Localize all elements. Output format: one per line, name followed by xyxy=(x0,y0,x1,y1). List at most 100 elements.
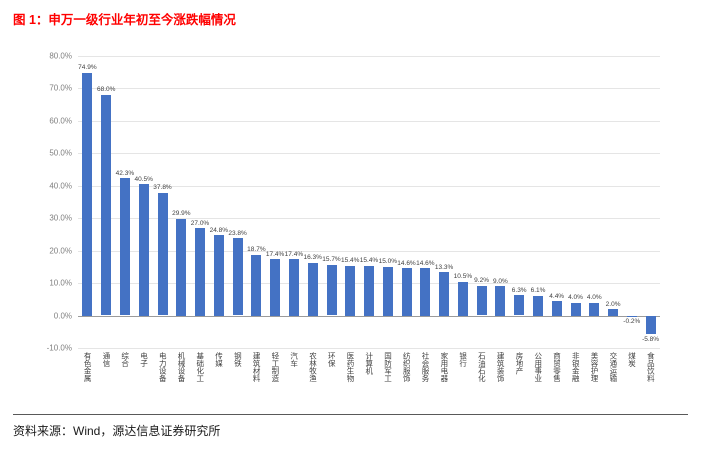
bar xyxy=(645,315,656,335)
y-axis-tick-label: 30.0% xyxy=(49,213,72,223)
gridline xyxy=(78,56,660,57)
x-category-label: 房地产 xyxy=(514,352,524,375)
bar xyxy=(439,272,450,316)
gridline xyxy=(78,348,660,349)
x-category-label: 美容护理 xyxy=(590,352,600,382)
bar-value-label: 37.8% xyxy=(153,184,172,192)
bar xyxy=(589,302,600,316)
gridline xyxy=(78,250,660,252)
bar-value-label: 4.0% xyxy=(586,294,602,302)
bar xyxy=(476,285,487,316)
bar-value-label: 14.6% xyxy=(397,259,416,267)
bar xyxy=(570,302,581,316)
x-category-label: 传媒 xyxy=(214,352,224,367)
y-axis-tick-label: -10.0% xyxy=(46,343,72,353)
bar-value-label: 6.3% xyxy=(511,286,527,294)
bar xyxy=(270,259,281,316)
bar xyxy=(157,192,168,316)
bar-value-label: 9.0% xyxy=(492,277,508,285)
x-category-label: 机械设备 xyxy=(177,352,187,382)
bar xyxy=(608,309,619,316)
x-category-label: 有色金属 xyxy=(83,352,93,382)
y-axis-tick-label: 10.0% xyxy=(49,278,72,288)
bar-value-label: 17.4% xyxy=(265,250,285,258)
y-axis-tick-label: 40.0% xyxy=(49,181,72,191)
x-category-label: 建筑装饰 xyxy=(496,352,506,382)
bar-value-label: 15.4% xyxy=(359,257,379,265)
x-category-label: 国防军工 xyxy=(383,352,393,382)
x-category-label: 家用电器 xyxy=(439,352,449,382)
gridline xyxy=(78,120,660,122)
bar-value-label: 74.9% xyxy=(78,64,97,71)
bar-value-label: 17.4% xyxy=(284,250,304,258)
bar xyxy=(401,268,412,316)
y-axis-tick-label: 80.0% xyxy=(49,51,72,61)
bar-value-label: 40.5% xyxy=(134,175,153,183)
gridline xyxy=(78,218,660,220)
bar xyxy=(382,266,393,316)
x-category-label: 食品饮料 xyxy=(646,352,656,382)
bar-value-label: 13.3% xyxy=(434,263,454,271)
bar xyxy=(119,178,130,316)
bar-value-label: 15.7% xyxy=(322,256,341,264)
bar-value-label: 27.0% xyxy=(190,219,210,227)
y-axis-tick-label: 50.0% xyxy=(49,148,72,158)
gridline xyxy=(78,88,660,90)
bar-value-label: 29.9% xyxy=(172,210,191,217)
y-axis-tick-label: 60.0% xyxy=(49,116,72,126)
x-category-label: 公用事业 xyxy=(533,352,543,382)
source-divider-line xyxy=(13,414,688,415)
bar-value-label: 9.2% xyxy=(474,277,490,285)
bar-value-label: -5.8% xyxy=(642,335,660,343)
x-category-label: 钢铁 xyxy=(233,352,243,367)
bar xyxy=(232,238,243,316)
bar xyxy=(551,301,562,316)
x-category-label: 基础化工 xyxy=(195,352,205,382)
bar-chart-canvas: 80.0% 70.0% 60.0% 50.0% 40.0% 30.0% 20.0% 10.0%… xyxy=(0,44,703,410)
x-category-label: 轻工制造 xyxy=(270,352,280,382)
x-category-label: 纺织服饰 xyxy=(402,352,412,382)
x-category-label: 社会服务 xyxy=(421,352,431,382)
bar xyxy=(533,295,543,316)
bar xyxy=(213,235,224,316)
bar xyxy=(82,72,93,316)
bar-value-label: 6.1% xyxy=(530,287,546,295)
x-category-label: 电子 xyxy=(139,352,149,367)
bar-value-label: 16.3% xyxy=(303,254,322,262)
bar xyxy=(195,228,205,316)
figure-title: 图 1：申万一级行业年初至今涨跌幅情况 xyxy=(13,13,236,27)
bar xyxy=(307,262,318,316)
bar-value-label: 68.0% xyxy=(96,86,116,94)
y-axis-tick-label: 70.0% xyxy=(49,83,72,93)
x-category-label: 石油石化 xyxy=(477,352,487,382)
x-category-label: 非银金融 xyxy=(571,352,581,382)
bar-value-label: 18.7% xyxy=(247,246,266,254)
bar xyxy=(176,218,187,316)
bar-value-label: 23.8% xyxy=(228,229,247,237)
bar xyxy=(495,286,506,316)
bar-value-label: 42.3% xyxy=(115,169,135,177)
bar xyxy=(288,259,299,316)
x-category-label: 交通运输 xyxy=(608,352,618,382)
bar-value-label: 24.8% xyxy=(209,226,229,234)
x-category-label: 通信 xyxy=(101,352,111,367)
bar xyxy=(514,295,525,316)
x-category-label: 计算机 xyxy=(364,352,374,375)
x-category-label: 商贸零售 xyxy=(552,352,562,382)
x-category-label: 环保 xyxy=(327,352,337,367)
bar xyxy=(101,94,112,316)
bar xyxy=(626,315,637,317)
bar-value-label: 15.0% xyxy=(378,258,398,266)
x-category-label: 电力设备 xyxy=(158,352,168,382)
bar-value-label: 4.4% xyxy=(549,292,565,300)
x-category-label: 农林牧渔 xyxy=(308,352,318,382)
bar-value-label: 4.0% xyxy=(568,294,583,302)
bar xyxy=(251,254,262,316)
bar xyxy=(457,281,468,316)
bar-value-label: 15.4% xyxy=(340,257,360,265)
bar xyxy=(420,268,431,316)
bar xyxy=(138,184,149,316)
y-axis-tick-label: 20.0% xyxy=(49,246,72,256)
bar xyxy=(364,265,374,316)
